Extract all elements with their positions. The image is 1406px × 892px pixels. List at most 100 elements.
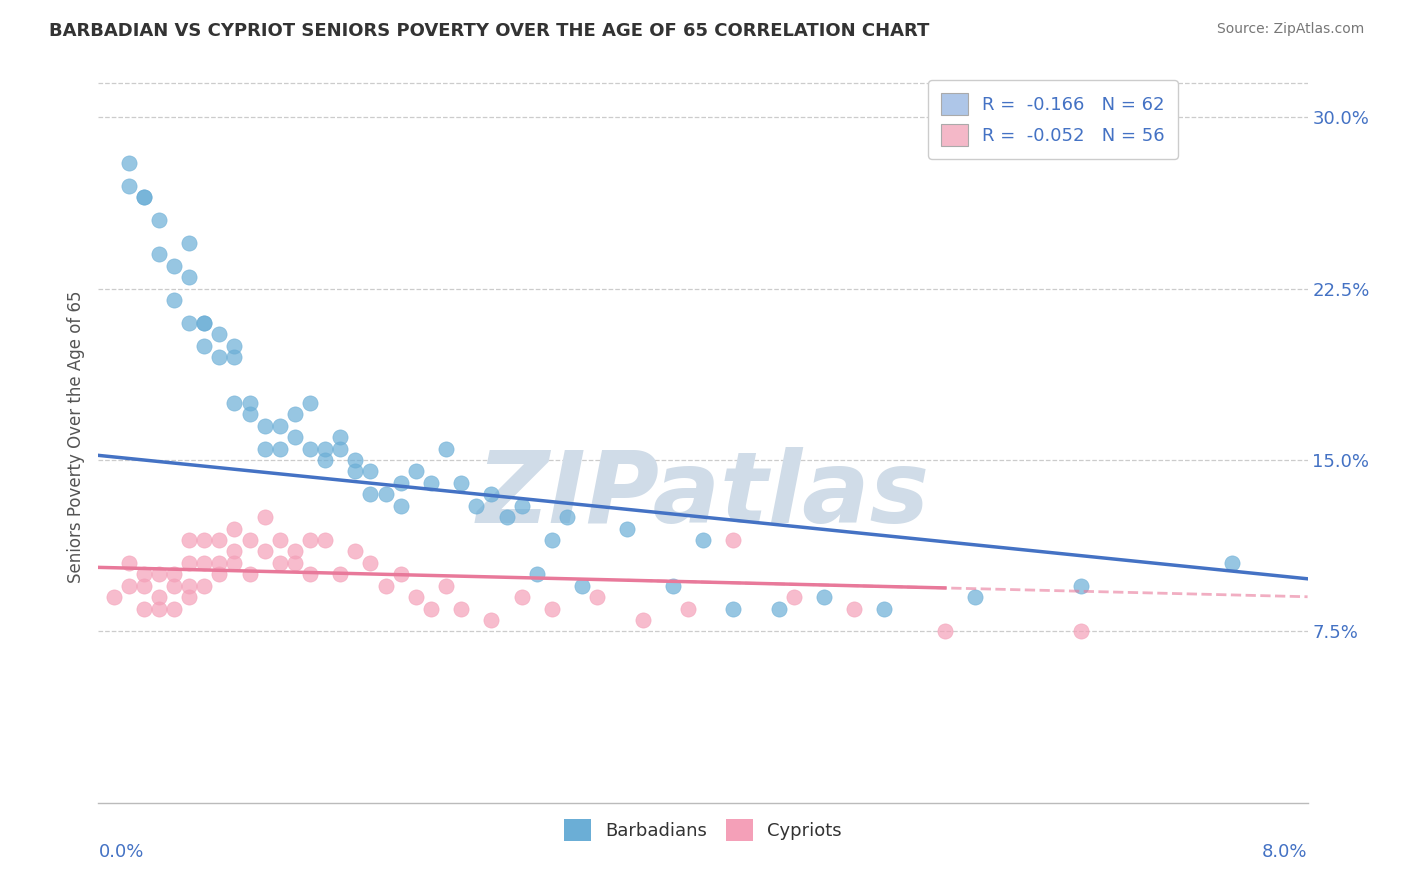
- Text: 8.0%: 8.0%: [1263, 843, 1308, 861]
- Point: [360, 487, 382, 501]
- Point: [299, 396, 322, 410]
- Point: [118, 155, 141, 169]
- Point: [224, 556, 246, 570]
- Point: [239, 407, 262, 421]
- Point: [103, 590, 125, 604]
- Point: [253, 418, 276, 433]
- Point: [193, 579, 215, 593]
- Point: [586, 590, 609, 604]
- Point: [239, 533, 262, 547]
- Point: [148, 601, 170, 615]
- Point: [813, 590, 835, 604]
- Point: [434, 579, 457, 593]
- Point: [360, 464, 382, 478]
- Text: 0.0%: 0.0%: [98, 843, 143, 861]
- Point: [405, 464, 427, 478]
- Point: [224, 521, 246, 535]
- Point: [253, 544, 276, 558]
- Point: [208, 350, 231, 364]
- Point: [269, 533, 291, 547]
- Point: [965, 590, 987, 604]
- Point: [163, 601, 186, 615]
- Point: [1220, 556, 1243, 570]
- Point: [299, 567, 322, 582]
- Point: [420, 601, 443, 615]
- Point: [495, 510, 517, 524]
- Point: [374, 487, 396, 501]
- Point: [692, 533, 714, 547]
- Point: [389, 567, 412, 582]
- Point: [148, 590, 170, 604]
- Point: [405, 590, 427, 604]
- Point: [1070, 624, 1092, 639]
- Point: [661, 579, 683, 593]
- Point: [526, 567, 548, 582]
- Point: [723, 533, 745, 547]
- Point: [284, 407, 307, 421]
- Point: [344, 464, 367, 478]
- Point: [179, 556, 201, 570]
- Point: [239, 396, 262, 410]
- Text: ZIPatlas: ZIPatlas: [477, 447, 929, 544]
- Point: [481, 487, 503, 501]
- Point: [631, 613, 654, 627]
- Point: [481, 613, 503, 627]
- Point: [132, 579, 155, 593]
- Point: [148, 567, 170, 582]
- Point: [555, 510, 578, 524]
- Point: [284, 430, 307, 444]
- Point: [465, 499, 488, 513]
- Point: [314, 442, 336, 456]
- Point: [132, 601, 155, 615]
- Point: [450, 601, 472, 615]
- Point: [389, 499, 412, 513]
- Point: [420, 475, 443, 490]
- Point: [616, 521, 638, 535]
- Point: [239, 567, 262, 582]
- Point: [314, 453, 336, 467]
- Point: [132, 190, 155, 204]
- Point: [360, 556, 382, 570]
- Point: [873, 601, 896, 615]
- Point: [193, 533, 215, 547]
- Point: [193, 316, 215, 330]
- Point: [253, 442, 276, 456]
- Legend: Barbadians, Cypriots: Barbadians, Cypriots: [557, 812, 849, 848]
- Point: [450, 475, 472, 490]
- Point: [118, 579, 141, 593]
- Point: [132, 567, 155, 582]
- Point: [676, 601, 699, 615]
- Point: [179, 579, 201, 593]
- Point: [224, 338, 246, 352]
- Y-axis label: Seniors Poverty Over the Age of 65: Seniors Poverty Over the Age of 65: [66, 291, 84, 583]
- Point: [284, 556, 307, 570]
- Point: [314, 533, 336, 547]
- Point: [299, 533, 322, 547]
- Point: [1070, 579, 1092, 593]
- Text: BARBADIAN VS CYPRIOT SENIORS POVERTY OVER THE AGE OF 65 CORRELATION CHART: BARBADIAN VS CYPRIOT SENIORS POVERTY OVE…: [49, 22, 929, 40]
- Point: [179, 533, 201, 547]
- Point: [208, 556, 231, 570]
- Point: [299, 442, 322, 456]
- Point: [148, 213, 170, 227]
- Point: [193, 338, 215, 352]
- Point: [344, 544, 367, 558]
- Point: [224, 544, 246, 558]
- Point: [208, 327, 231, 342]
- Point: [434, 442, 457, 456]
- Point: [208, 567, 231, 582]
- Point: [224, 350, 246, 364]
- Text: Source: ZipAtlas.com: Source: ZipAtlas.com: [1216, 22, 1364, 37]
- Point: [224, 396, 246, 410]
- Point: [510, 590, 533, 604]
- Point: [783, 590, 806, 604]
- Point: [284, 544, 307, 558]
- Point: [179, 590, 201, 604]
- Point: [253, 510, 276, 524]
- Point: [389, 475, 412, 490]
- Point: [344, 453, 367, 467]
- Point: [844, 601, 866, 615]
- Point: [118, 556, 141, 570]
- Point: [148, 247, 170, 261]
- Point: [374, 579, 396, 593]
